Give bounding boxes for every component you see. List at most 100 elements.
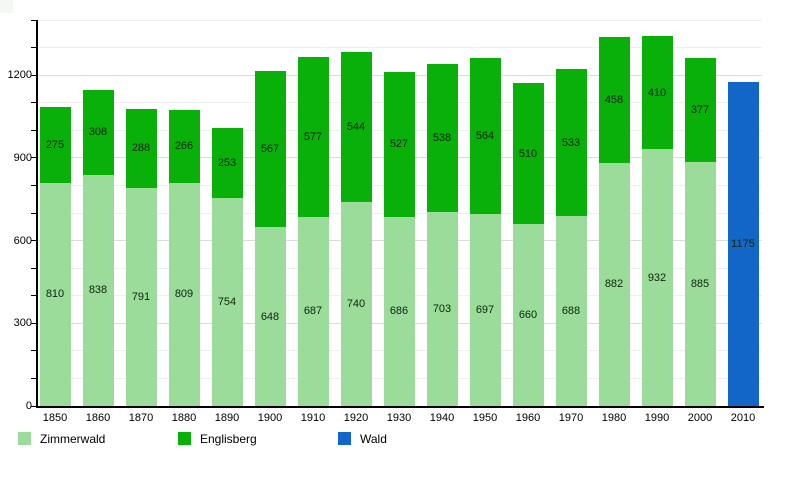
bar-value-label: 266	[174, 140, 194, 153]
legend-item-wald: Wald	[338, 431, 458, 447]
y-axis-line	[36, 20, 38, 408]
bar-value-label: 577	[303, 131, 323, 144]
bar-value-label: 688	[561, 305, 581, 318]
x-axis-label: 1920	[343, 412, 369, 424]
x-axis-label: 1970	[558, 412, 584, 424]
y-axis-label: 300	[13, 317, 32, 330]
y-axis-tick	[31, 19, 36, 21]
y-axis-tick	[31, 129, 36, 131]
legend-item-zimmerwald: Zimmerwald	[18, 431, 168, 447]
bar-value-label: 885	[690, 277, 710, 290]
legend-item-englisberg: Englisberg	[178, 431, 328, 447]
bar-segment-zimmerwald	[168, 182, 200, 406]
minor-gridline	[37, 19, 762, 21]
bar-segment-zimmerwald	[641, 149, 673, 406]
bar-segment-englisberg	[426, 63, 458, 213]
bar-segment-englisberg	[555, 69, 587, 217]
y-axis-tick	[31, 350, 36, 352]
bar-segment-zimmerwald	[340, 201, 372, 406]
y-axis-label: 900	[13, 151, 32, 164]
bar-value-label: 527	[389, 138, 409, 151]
bar-segment-zimmerwald	[297, 216, 329, 406]
y-axis-label: 0	[25, 400, 32, 412]
x-axis-label: 1910	[300, 412, 326, 424]
bar-segment-englisberg	[383, 71, 415, 217]
bar-value-label: 308	[88, 126, 108, 139]
y-axis-tick	[31, 322, 36, 324]
bar-value-label: 288	[131, 142, 151, 155]
x-axis-label: 1870	[128, 412, 154, 424]
bar-value-label: 882	[604, 278, 624, 291]
x-axis-label: 1940	[429, 412, 455, 424]
bar-value-label: 687	[303, 305, 323, 318]
bar-value-label: 533	[561, 136, 581, 149]
bar-value-label: 686	[389, 305, 409, 318]
x-axis-label: 1990	[644, 412, 670, 424]
bar-value-label: 810	[45, 288, 65, 301]
bar-value-label: 703	[432, 303, 452, 316]
bar-value-label: 538	[432, 132, 452, 144]
legend: Zimmerwald Englisberg Wald	[0, 431, 795, 449]
x-axis-label: 2000	[687, 412, 713, 424]
bar-segment-englisberg	[340, 51, 372, 202]
legend-label-wald: Wald	[360, 432, 387, 446]
x-axis-label: 1930	[386, 412, 412, 424]
x-axis-label: 1880	[171, 412, 197, 424]
y-axis-tick	[31, 295, 36, 297]
bar-segment-zimmerwald	[598, 162, 630, 406]
bar-segment-englisberg	[254, 71, 286, 228]
bar-value-label: 740	[346, 297, 366, 310]
bar-segment-englisberg	[598, 36, 630, 163]
bar-segment-zimmerwald	[512, 224, 544, 406]
bar-segment-zimmerwald	[555, 216, 587, 406]
legend-label-englisberg: Englisberg	[200, 432, 257, 446]
bar-value-label: 648	[260, 310, 280, 323]
bar-segment-zimmerwald	[82, 174, 114, 406]
corner-artifact	[0, 0, 13, 13]
bar-value-label: 791	[131, 290, 151, 303]
bar-segment-zimmerwald	[211, 198, 243, 406]
y-axis-tick	[31, 102, 36, 104]
x-axis-label: 2010	[730, 412, 756, 424]
x-axis-label: 1950	[472, 412, 498, 424]
bar-segment-wald	[727, 82, 759, 406]
y-axis-tick	[31, 74, 36, 76]
y-axis-tick	[31, 47, 36, 49]
bar-segment-englisberg	[297, 57, 329, 217]
bar-value-label: 697	[475, 303, 495, 316]
bar-value-label: 754	[217, 296, 237, 309]
bar-segment-zimmerwald	[684, 161, 716, 406]
bar-segment-zimmerwald	[39, 182, 71, 406]
y-axis-tick	[31, 377, 36, 379]
bar-value-label: 510	[518, 147, 538, 160]
x-axis-label: 1960	[515, 412, 541, 424]
legend-swatch-wald	[338, 432, 351, 445]
y-axis-tick	[31, 267, 36, 269]
y-axis-tick	[31, 240, 36, 242]
legend-swatch-englisberg	[178, 432, 191, 445]
bar-segment-englisberg	[684, 58, 716, 162]
bar-segment-englisberg	[39, 106, 71, 183]
x-axis-label: 1900	[257, 412, 283, 424]
bar-value-label: 377	[690, 104, 710, 117]
legend-swatch-zimmerwald	[18, 432, 31, 445]
x-axis-label: 1890	[214, 412, 240, 424]
y-axis-tick	[31, 405, 36, 407]
bar-segment-englisberg	[168, 109, 200, 183]
x-axis-label: 1860	[85, 412, 111, 424]
bar-segment-englisberg	[125, 108, 157, 188]
bar-segment-englisberg	[512, 83, 544, 225]
bar-segment-englisberg	[211, 128, 243, 199]
bar-segment-zimmerwald	[426, 212, 458, 406]
legend-label-zimmerwald: Zimmerwald	[40, 432, 106, 446]
bar-value-label: 1175	[731, 238, 755, 251]
x-axis-line	[36, 406, 764, 408]
y-axis-label: 600	[13, 234, 32, 247]
bar-value-label: 564	[475, 130, 495, 143]
y-axis-tick	[31, 184, 36, 186]
bar-value-label: 544	[346, 120, 366, 133]
bar-value-label: 809	[174, 288, 194, 301]
minor-gridline	[37, 47, 762, 49]
bar-value-label: 275	[45, 138, 65, 151]
